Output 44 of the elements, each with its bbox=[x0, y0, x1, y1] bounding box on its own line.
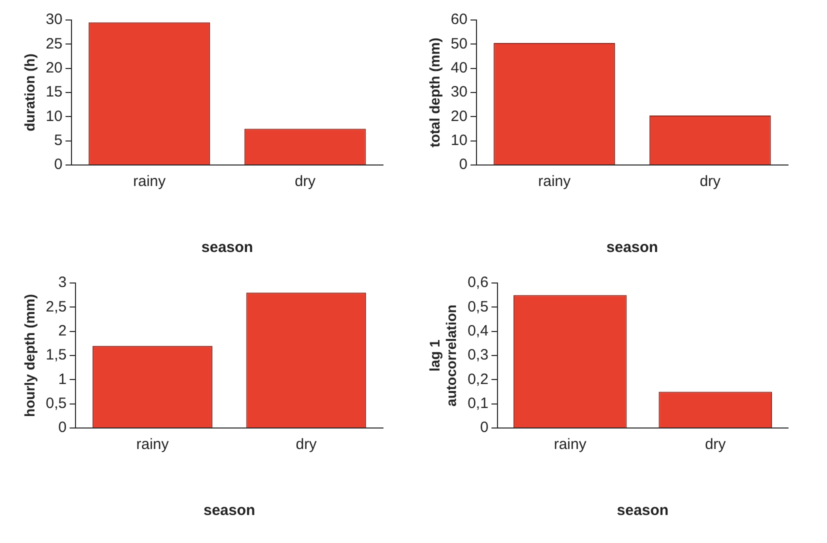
x-tick-label: rainy bbox=[136, 436, 170, 454]
x-axis-title: season bbox=[616, 502, 669, 520]
y-tick-label: 10 bbox=[450, 132, 468, 149]
y-tick-label: 50 bbox=[450, 35, 468, 52]
y-tick-label: 0,3 bbox=[468, 346, 488, 364]
y-tick-label: 30 bbox=[46, 11, 62, 28]
y-tick-label: 5 bbox=[54, 132, 62, 149]
y-tick-label: 15 bbox=[46, 84, 62, 101]
x-tick-label: rainy bbox=[538, 173, 572, 190]
y-tick-label: 30 bbox=[450, 84, 468, 101]
x-tick-label: rainy bbox=[133, 173, 166, 190]
y-tick-label: 0,6 bbox=[468, 274, 488, 292]
y-tick-label: 60 bbox=[450, 11, 468, 28]
y-axis-title: duration (h) bbox=[21, 54, 38, 132]
y-tick-label: 3 bbox=[58, 274, 67, 292]
y-tick-label: 0,4 bbox=[468, 322, 488, 340]
x-tick-label: dry bbox=[296, 436, 318, 454]
y-tick-label: 1 bbox=[58, 370, 67, 388]
y-tick-label: 0 bbox=[480, 419, 488, 436]
y-tick-label: 10 bbox=[46, 108, 62, 125]
y-tick-label: 0 bbox=[54, 156, 62, 174]
y-tick-label: 2,5 bbox=[46, 298, 67, 316]
y-tick-label: 40 bbox=[450, 59, 468, 76]
x-axis-title: season bbox=[606, 239, 658, 256]
y-tick-label: 20 bbox=[46, 59, 62, 76]
y-tick-label: 1,5 bbox=[46, 346, 67, 364]
x-axis-title: season bbox=[201, 239, 254, 256]
y-tick-label: 0 bbox=[459, 156, 468, 174]
x-tick-label: dry bbox=[294, 173, 316, 190]
y-axis-title: hourly depth (mm) bbox=[21, 294, 38, 417]
y-tick-label: 0,5 bbox=[46, 394, 67, 412]
x-axis-title: season bbox=[203, 502, 256, 520]
y-axis-title: total depth (mm) bbox=[426, 38, 442, 148]
y-tick-label: 0 bbox=[58, 419, 67, 436]
y-tick-label: 20 bbox=[450, 108, 468, 125]
y-tick-label: 0,5 bbox=[468, 298, 488, 316]
y-tick-label: 0,2 bbox=[468, 370, 488, 388]
x-tick-label: dry bbox=[700, 173, 722, 190]
y-tick-label: 2 bbox=[58, 322, 67, 340]
y-tick-label: 25 bbox=[46, 35, 62, 52]
x-tick-label: dry bbox=[704, 436, 726, 454]
y-axis-title: lag 1 autocorrelation bbox=[426, 304, 460, 406]
y-tick-label: 0,1 bbox=[468, 394, 488, 412]
x-tick-label: rainy bbox=[554, 436, 587, 454]
